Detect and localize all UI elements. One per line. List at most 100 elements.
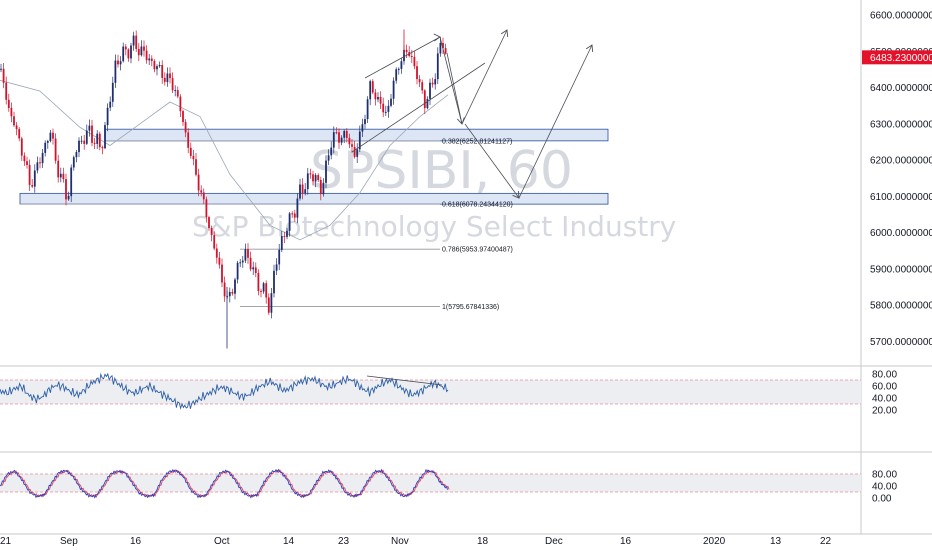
fib-label: 0.786(5953.97400487) bbox=[442, 247, 513, 254]
candle-body bbox=[254, 267, 257, 273]
drawings[interactable] bbox=[351, 29, 594, 389]
stoch-band bbox=[0, 474, 861, 492]
arrow-head-top bbox=[433, 33, 441, 42]
candle-body bbox=[41, 152, 44, 164]
candle-body bbox=[195, 159, 197, 175]
candle-body bbox=[395, 69, 398, 81]
rsi-tick-label: 60.00 bbox=[872, 382, 897, 393]
candle-body bbox=[364, 119, 366, 125]
candle-body bbox=[72, 157, 75, 168]
time-tick-label: Nov bbox=[391, 536, 409, 547]
candle-body bbox=[26, 161, 28, 165]
time-tick-label: 21 bbox=[0, 536, 12, 547]
candle-body bbox=[286, 230, 288, 237]
candle-body bbox=[184, 122, 187, 133]
arrow-head-up-2 bbox=[585, 44, 594, 53]
candle-body bbox=[39, 162, 41, 164]
watermark-name: S&P Biotechnology Select Industry bbox=[192, 210, 676, 243]
stoch-tick-label: 80.00 bbox=[872, 470, 897, 481]
fib-label: 0.382(6252.81241127) bbox=[442, 138, 512, 145]
candle-body bbox=[153, 61, 156, 70]
stochastic-pane bbox=[0, 468, 861, 499]
candle-body bbox=[148, 58, 151, 61]
trend-line bbox=[446, 52, 463, 125]
candle-body bbox=[124, 46, 127, 50]
candle-body bbox=[127, 49, 130, 59]
candle-body bbox=[358, 131, 361, 150]
candle-body bbox=[241, 260, 244, 263]
candle-body bbox=[223, 282, 226, 297]
candle-body bbox=[260, 291, 262, 293]
price-tick-label: 6600.00000000 bbox=[870, 11, 932, 22]
candle-body bbox=[150, 58, 153, 61]
candle-body bbox=[23, 155, 26, 162]
time-tick-label: 14 bbox=[283, 536, 295, 547]
candle-body bbox=[158, 65, 161, 67]
candle-body bbox=[218, 257, 221, 265]
candles bbox=[0, 29, 447, 349]
stoch-tick-label: 40.00 bbox=[872, 482, 897, 493]
candle-body bbox=[20, 138, 23, 156]
candle-body bbox=[249, 257, 252, 270]
candle-body bbox=[387, 105, 390, 112]
time-tick-label: 23 bbox=[338, 536, 350, 547]
candle-body bbox=[403, 49, 405, 62]
candle-body bbox=[2, 68, 5, 83]
candle-body bbox=[382, 103, 385, 113]
candle-body bbox=[202, 192, 205, 200]
candle-body bbox=[273, 270, 275, 294]
candle-body bbox=[293, 213, 296, 218]
candle-body bbox=[143, 46, 145, 51]
trend-line bbox=[351, 62, 486, 153]
candle-body bbox=[93, 142, 96, 144]
candle-body bbox=[104, 125, 106, 149]
candle-body bbox=[252, 267, 255, 270]
candle-body bbox=[13, 116, 15, 126]
candle-body bbox=[421, 82, 424, 91]
candle-body bbox=[200, 190, 203, 193]
candle-body bbox=[325, 160, 327, 183]
zone-0618 bbox=[19, 192, 609, 205]
trend-line bbox=[364, 36, 441, 79]
candle-body bbox=[174, 90, 177, 92]
time-tick-label: 2020 bbox=[703, 536, 726, 547]
candle-body bbox=[280, 236, 283, 250]
candle-body bbox=[442, 43, 444, 49]
candle-body bbox=[33, 170, 36, 187]
price-tick-label: 5900.00000000 bbox=[870, 264, 932, 275]
candle-body bbox=[291, 213, 294, 215]
candle-body bbox=[70, 167, 73, 197]
price-tick-label: 5800.00000000 bbox=[870, 301, 932, 312]
candle-body bbox=[166, 73, 169, 82]
time-tick-label: Sep bbox=[60, 536, 78, 547]
axes: 6600.000000006500.000000006400.000000006… bbox=[0, 11, 932, 547]
candle-body bbox=[270, 293, 273, 313]
candle-body bbox=[444, 48, 447, 54]
candle-body bbox=[262, 283, 265, 292]
candle-body bbox=[434, 79, 437, 85]
rsi-tick-label: 20.00 bbox=[872, 406, 897, 417]
fibonacci-levels[interactable]: 0.382(6252.81241127) 0.618(6078.24344120)… bbox=[20, 138, 513, 311]
trend-line bbox=[439, 36, 463, 125]
candle-body bbox=[265, 283, 268, 298]
candle-body bbox=[377, 97, 379, 100]
candle-body bbox=[390, 98, 392, 106]
candle-body bbox=[59, 173, 62, 178]
candle-body bbox=[130, 45, 132, 59]
price-tick-label: 6000.00000000 bbox=[870, 228, 932, 239]
candle-body bbox=[213, 235, 216, 249]
trend-line bbox=[464, 123, 520, 199]
candle-body bbox=[145, 50, 148, 61]
candle-body bbox=[75, 152, 78, 158]
candle-body bbox=[67, 196, 70, 200]
candle-body bbox=[247, 249, 249, 258]
candle-body bbox=[44, 142, 47, 153]
candle-body bbox=[117, 60, 119, 65]
candle-body bbox=[231, 292, 234, 294]
candle-body bbox=[379, 97, 382, 104]
candle-body bbox=[353, 146, 356, 157]
last-price-label: 6483.23000000 bbox=[870, 53, 932, 64]
candle-body bbox=[356, 149, 359, 157]
candle-body bbox=[418, 79, 421, 83]
